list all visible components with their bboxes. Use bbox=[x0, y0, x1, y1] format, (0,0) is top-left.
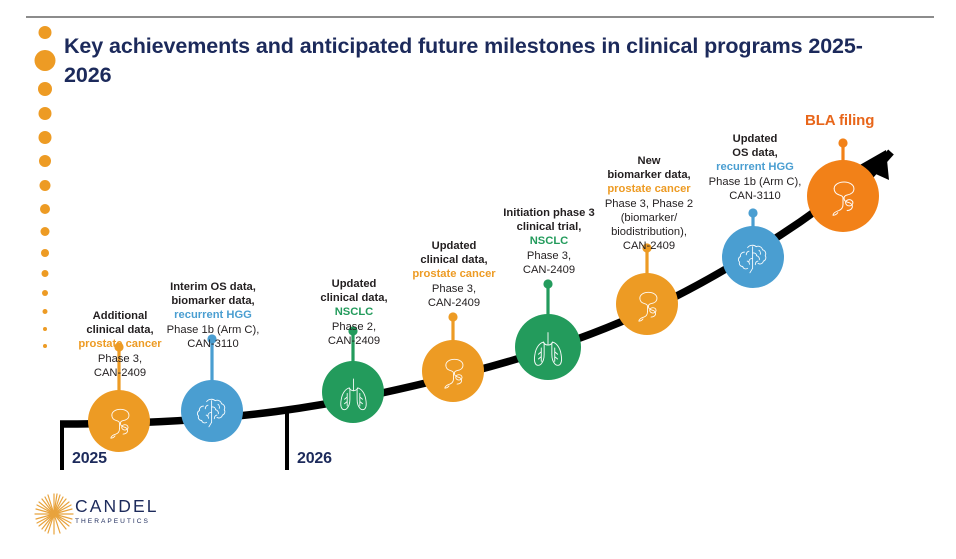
milestone-label-line: Additional bbox=[92, 310, 148, 322]
decorative-dot bbox=[39, 155, 51, 167]
decorative-dot bbox=[39, 180, 51, 191]
milestone-node-3[interactable] bbox=[322, 361, 384, 423]
milestone-label-line: CAN-2409 bbox=[522, 263, 576, 276]
milestone-label-line: recurrent HGG bbox=[174, 309, 252, 322]
prostate-icon bbox=[431, 349, 476, 394]
milestone-label-2: Interim OS data, biomarker data, recurrent… bbox=[152, 280, 274, 351]
milestone-label-line: (biomarker/ bbox=[620, 211, 678, 224]
decorative-dot bbox=[41, 249, 49, 257]
milestone-label-5: Initiation phase 3 clinical trial, NSCLC Ph… bbox=[488, 206, 610, 277]
milestone-label-line: Updated bbox=[331, 278, 377, 290]
prostate-icon bbox=[625, 282, 670, 327]
year-label-2025: 2025 bbox=[72, 450, 107, 467]
milestone-label-line: Phase 1b (Arm C), bbox=[708, 175, 802, 188]
logo-name: CANDEL bbox=[75, 496, 159, 516]
milestone-node-8[interactable] bbox=[807, 160, 879, 232]
milestone-label-6: New biomarker data, prostate cancer Phase 3… bbox=[588, 154, 710, 254]
decorative-dot bbox=[42, 309, 48, 314]
milestone-label-line: Phase 3, bbox=[97, 352, 143, 365]
milestone-node-1[interactable] bbox=[88, 390, 150, 452]
decorative-dot-column bbox=[28, 26, 62, 386]
bla-filing-label: BLA filing bbox=[805, 112, 875, 129]
lungs-icon bbox=[524, 323, 572, 371]
decorative-dot bbox=[43, 344, 47, 348]
milestone-label-line: clinical data, bbox=[320, 292, 388, 305]
milestone-label-line: biodistribution), bbox=[611, 226, 687, 239]
decorative-dot bbox=[42, 290, 48, 296]
milestone-label-line: CAN-2409 bbox=[427, 296, 481, 309]
milestone-node-5[interactable] bbox=[515, 314, 581, 380]
milestone-label-line: CAN-3110 bbox=[729, 189, 781, 202]
milestone-node-6[interactable] bbox=[616, 273, 678, 335]
milestone-label-3: Updated clinical data, NSCLC Phase 2, CAN-24… bbox=[294, 277, 414, 348]
milestone-label-line: Interim OS data, bbox=[170, 281, 256, 293]
milestone-label-line: clinical data, bbox=[420, 254, 488, 267]
milestone-node-4[interactable] bbox=[422, 340, 484, 402]
milestone-label-line: Phase 3, Phase 2 bbox=[604, 197, 694, 210]
milestone-label-line: CAN-2409 bbox=[93, 366, 147, 379]
prostate-icon bbox=[97, 399, 142, 444]
milestone-label-4: Updated clinical data, prostate cancer Phas… bbox=[394, 239, 514, 310]
milestone-node-7[interactable] bbox=[722, 226, 784, 288]
milestone-label-line: Phase 3, bbox=[526, 249, 572, 262]
logo-text-block: CANDEL THERAPEUTICS bbox=[75, 496, 159, 525]
milestone-label-line: OS data, bbox=[732, 147, 778, 160]
milestone-label-line: CAN-2409 bbox=[327, 334, 381, 347]
milestone-label-line: Phase 3, bbox=[431, 282, 477, 295]
milestone-label-line: prostate cancer bbox=[607, 183, 691, 196]
milestone-label-line: CAN-3110 bbox=[187, 337, 239, 350]
logo-subtitle: THERAPEUTICS bbox=[75, 517, 150, 525]
brain-icon bbox=[190, 389, 235, 434]
decorative-dot bbox=[38, 107, 52, 120]
stem-dot-4 bbox=[448, 312, 458, 322]
milestone-label-line: Initiation phase 3 bbox=[503, 207, 595, 219]
decorative-dot bbox=[34, 50, 56, 71]
milestone-label-line: clinical data, bbox=[86, 324, 154, 337]
milestone-label-7: Updated OS data, recurrent HGG Phase 1b (Ar… bbox=[694, 132, 816, 203]
decorative-dot bbox=[41, 270, 49, 277]
brain-icon bbox=[731, 235, 776, 280]
milestone-label-line: NSCLC bbox=[529, 235, 569, 248]
milestone-label-1: Additional clinical data, prostate cancer P… bbox=[60, 309, 180, 380]
milestone-label-line: prostate cancer bbox=[78, 338, 162, 351]
decorative-dot bbox=[40, 227, 50, 236]
milestone-label-line: prostate cancer bbox=[412, 268, 496, 281]
decorative-dot bbox=[38, 82, 52, 96]
stem-dot-5 bbox=[543, 279, 553, 289]
stem-dot-7 bbox=[748, 208, 758, 218]
stem-dot-8 bbox=[838, 138, 848, 148]
lungs-icon bbox=[331, 370, 376, 415]
milestone-label-line: biomarker data, bbox=[607, 169, 691, 182]
milestone-label-line: biomarker data, bbox=[171, 295, 255, 308]
prostate-icon bbox=[817, 170, 869, 222]
milestone-label-line: CAN-2409 bbox=[622, 240, 676, 253]
decorative-dot bbox=[43, 327, 47, 331]
decorative-dot bbox=[38, 131, 52, 144]
milestone-node-2[interactable] bbox=[181, 380, 243, 442]
header-divider bbox=[26, 16, 934, 18]
year-label-2026: 2026 bbox=[297, 450, 332, 467]
milestone-label-line: clinical trial, bbox=[516, 221, 582, 234]
milestone-label-line: Phase 1b (Arm C), bbox=[166, 323, 260, 336]
sunburst-icon bbox=[34, 493, 74, 535]
decorative-dot bbox=[40, 204, 50, 214]
candel-logo: CANDEL THERAPEUTICS bbox=[33, 492, 161, 538]
milestone-label-line: Phase 2, bbox=[331, 320, 377, 333]
decorative-dot bbox=[38, 26, 52, 39]
milestone-label-line: recurrent HGG bbox=[716, 161, 794, 174]
milestone-label-line: Updated bbox=[732, 133, 778, 145]
milestone-label-line: New bbox=[637, 155, 661, 167]
milestone-label-line: Updated bbox=[431, 240, 477, 252]
milestone-label-line: NSCLC bbox=[334, 306, 374, 319]
page-title: Key achievements and anticipated future … bbox=[64, 34, 863, 87]
